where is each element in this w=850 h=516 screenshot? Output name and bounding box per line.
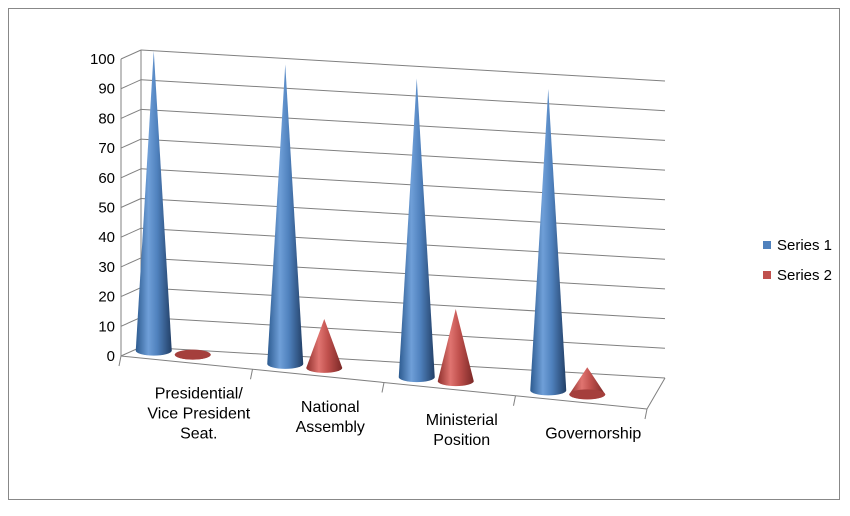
side-gridline — [120, 198, 142, 208]
side-gridline — [120, 49, 142, 60]
category-label: Governorship — [545, 425, 641, 442]
y-tick-label: 80 — [98, 110, 115, 127]
legend: Series 1 Series 2 — [763, 237, 832, 284]
x-tick-mark — [513, 395, 516, 406]
legend-label: Series 1 — [777, 237, 832, 254]
y-tick-label: 40 — [98, 229, 115, 246]
series-2-cone — [437, 308, 474, 387]
legend-swatch — [763, 241, 771, 249]
legend-swatch — [763, 271, 771, 279]
cone-layer — [135, 50, 606, 400]
gridline — [140, 49, 666, 82]
gridline — [140, 79, 666, 112]
x-tick-mark — [118, 355, 122, 367]
gridline — [140, 198, 666, 230]
x-tick-mark — [644, 408, 648, 420]
side-gridline — [120, 257, 142, 268]
chart-frame: 0 10 20 30 40 50 60 70 80 90 100 Presidential/Vice… — [8, 8, 840, 500]
gridline — [140, 287, 666, 320]
y-tick-label: 0 — [107, 348, 115, 365]
category-label: Ministerial Position — [426, 412, 498, 449]
side-gridline — [120, 227, 142, 238]
x-tick-mark — [250, 369, 253, 380]
y-tick-label: 70 — [98, 140, 115, 157]
y-tick-label: 10 — [98, 318, 115, 335]
y-tick-label: 90 — [98, 81, 115, 98]
series-1-cone — [398, 78, 435, 383]
series-1-cone — [530, 88, 567, 396]
gridline — [140, 108, 666, 141]
gridline — [140, 138, 666, 171]
gridline — [140, 168, 666, 201]
y-tick-label: 100 — [90, 51, 115, 68]
series-1-cone — [267, 64, 304, 369]
category-label: Presidential/Vice President Seat. — [147, 386, 250, 443]
grid-layer — [118, 49, 666, 420]
legend-label: Series 2 — [777, 267, 832, 284]
y-tick-label: 20 — [98, 289, 115, 306]
side-gridline — [120, 138, 142, 149]
y-tick-label: 30 — [98, 259, 115, 276]
gridline — [140, 257, 666, 290]
side-gridline — [120, 287, 142, 298]
series-1-cone — [135, 50, 172, 356]
category-labels: Presidential/Vice President Seat. National… — [147, 386, 641, 450]
side-gridline — [120, 168, 142, 179]
category-label: National Assembly — [296, 399, 365, 436]
side-gridline — [120, 79, 142, 90]
gridline — [140, 227, 666, 260]
x-tick-mark — [381, 382, 385, 393]
floor-right-edge — [646, 377, 666, 410]
y-axis-ticks: 0 10 20 30 40 50 60 70 80 90 100 — [90, 51, 115, 365]
cone-chart: 0 10 20 30 40 50 60 70 80 90 100 Presidential/Vice… — [90, 49, 832, 450]
side-gridline — [120, 108, 142, 119]
series-2-cone — [174, 349, 211, 360]
y-tick-label: 50 — [98, 200, 115, 217]
series-2-cone — [306, 319, 343, 373]
y-tick-label: 60 — [98, 170, 115, 187]
series-2-cone — [569, 367, 606, 400]
